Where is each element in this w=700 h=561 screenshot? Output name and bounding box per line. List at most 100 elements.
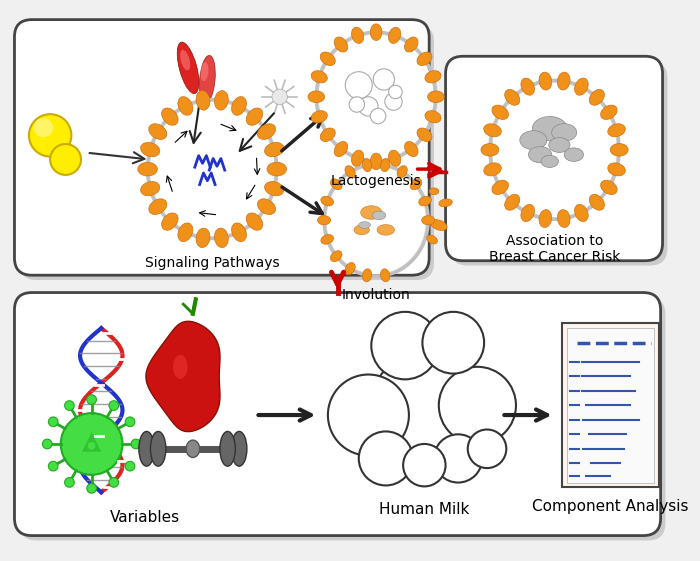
Ellipse shape [318,215,330,225]
Ellipse shape [312,71,328,83]
Ellipse shape [320,128,335,141]
Text: Component Analysis: Component Analysis [532,499,689,514]
Ellipse shape [564,148,584,162]
Circle shape [29,114,71,157]
Ellipse shape [425,71,441,83]
Ellipse shape [539,72,552,90]
Text: Association to
Breast Cancer Risk: Association to Breast Cancer Risk [489,234,620,264]
Ellipse shape [200,62,209,81]
Ellipse shape [484,163,501,176]
Ellipse shape [410,179,422,190]
Circle shape [349,97,365,112]
Circle shape [345,72,372,99]
Ellipse shape [575,78,588,95]
Circle shape [61,413,122,475]
Ellipse shape [162,213,178,230]
Ellipse shape [589,194,604,210]
Ellipse shape [608,124,625,137]
Ellipse shape [232,431,247,466]
Ellipse shape [521,78,535,95]
Circle shape [109,401,118,410]
Ellipse shape [370,153,382,169]
Ellipse shape [589,89,604,105]
Ellipse shape [419,196,431,206]
Ellipse shape [149,199,167,214]
Ellipse shape [372,211,386,220]
Ellipse shape [381,159,390,172]
Circle shape [64,401,74,410]
Circle shape [87,484,97,493]
Ellipse shape [528,146,552,163]
Ellipse shape [557,210,570,227]
Ellipse shape [389,150,400,166]
Ellipse shape [178,96,193,116]
Ellipse shape [439,199,452,207]
Text: Involution: Involution [342,288,410,302]
Circle shape [373,69,394,90]
Ellipse shape [428,91,444,103]
Ellipse shape [359,222,370,228]
Ellipse shape [429,188,439,195]
Ellipse shape [318,34,434,159]
Ellipse shape [178,223,193,242]
Ellipse shape [417,128,432,141]
Ellipse shape [601,180,617,195]
Circle shape [43,439,52,449]
Ellipse shape [220,431,235,466]
Ellipse shape [397,165,407,178]
Ellipse shape [345,263,355,275]
Ellipse shape [351,27,364,43]
Circle shape [359,431,413,485]
Circle shape [272,89,288,104]
Ellipse shape [258,124,276,139]
Ellipse shape [321,196,333,206]
Ellipse shape [326,166,426,274]
Ellipse shape [267,162,286,176]
FancyBboxPatch shape [20,297,666,540]
Ellipse shape [389,27,400,43]
Ellipse shape [149,124,167,139]
Ellipse shape [334,37,348,52]
Ellipse shape [533,117,567,141]
Ellipse shape [321,234,333,244]
Ellipse shape [505,194,520,210]
Ellipse shape [141,182,160,196]
Circle shape [371,312,439,379]
Ellipse shape [320,52,335,66]
Ellipse shape [405,141,418,157]
Ellipse shape [214,228,228,247]
FancyBboxPatch shape [567,328,654,482]
Circle shape [131,439,141,449]
Polygon shape [82,433,102,452]
Ellipse shape [312,111,328,123]
Circle shape [389,85,402,99]
Ellipse shape [575,204,588,222]
Circle shape [48,417,58,426]
Ellipse shape [363,269,372,282]
Text: Signaling Pathways: Signaling Pathways [145,256,279,270]
Ellipse shape [549,137,570,153]
FancyBboxPatch shape [562,323,659,488]
Ellipse shape [381,269,390,282]
FancyBboxPatch shape [446,56,663,261]
Circle shape [385,93,402,111]
Ellipse shape [492,180,508,195]
Ellipse shape [541,155,559,168]
Ellipse shape [370,24,382,40]
Circle shape [371,352,477,458]
Ellipse shape [330,251,342,261]
Ellipse shape [150,431,166,466]
Ellipse shape [265,182,284,196]
Ellipse shape [345,165,355,178]
Ellipse shape [232,96,246,116]
Circle shape [359,97,378,116]
Ellipse shape [601,105,617,119]
FancyBboxPatch shape [15,20,429,275]
Ellipse shape [427,235,438,244]
Circle shape [370,108,386,124]
Circle shape [434,434,482,482]
Circle shape [64,477,74,487]
Ellipse shape [425,111,441,123]
Circle shape [50,144,81,175]
Circle shape [468,430,506,468]
